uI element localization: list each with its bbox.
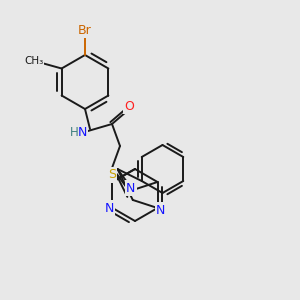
- Text: S: S: [108, 169, 116, 182]
- Text: N: N: [126, 182, 136, 194]
- Text: CH₃: CH₃: [24, 56, 43, 67]
- Text: Br: Br: [78, 23, 92, 37]
- Text: N: N: [105, 202, 114, 214]
- Text: N: N: [156, 203, 165, 217]
- Text: O: O: [124, 100, 134, 113]
- Text: H: H: [70, 127, 78, 140]
- Text: N: N: [77, 127, 87, 140]
